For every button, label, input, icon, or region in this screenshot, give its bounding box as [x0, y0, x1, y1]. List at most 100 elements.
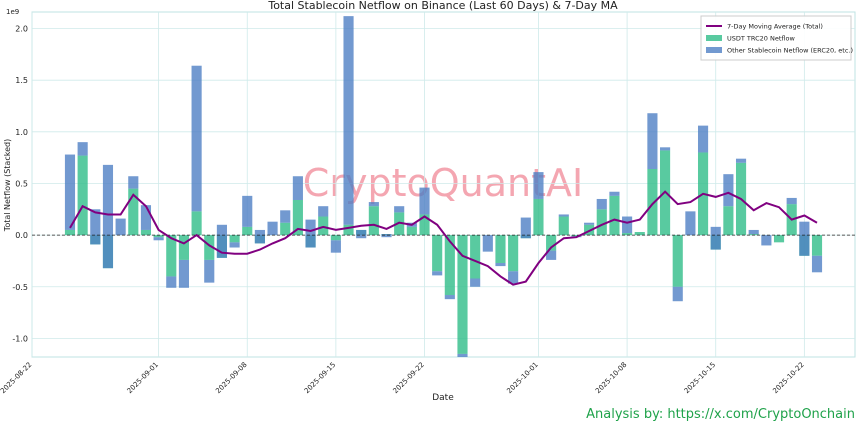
bar [292, 176, 303, 200]
x-tick-label: 2025-09-22 [391, 361, 425, 395]
x-tick-label: 2025-10-08 [594, 361, 628, 395]
bar [773, 235, 785, 243]
bar [571, 235, 582, 237]
bar [533, 198, 544, 236]
bar [166, 235, 177, 277]
bar [406, 226, 417, 236]
bar [77, 155, 88, 236]
y-axis-label: Total Netflow (Stacked) [3, 139, 12, 232]
bar [90, 209, 101, 245]
x-tick-label: 2025-09-01 [126, 361, 160, 395]
bar [685, 211, 696, 236]
y-tick-label: -0.5 [12, 283, 28, 292]
y-tick-label: 0.5 [15, 179, 28, 188]
bar [799, 221, 810, 256]
bar [280, 222, 291, 236]
bar [470, 235, 481, 279]
bar [229, 242, 240, 248]
y-tick-label: 2.0 [15, 25, 28, 34]
bar [419, 187, 430, 215]
bar [115, 218, 126, 236]
bar [356, 229, 367, 239]
bar [432, 235, 443, 272]
bar [318, 206, 329, 217]
bar [609, 195, 620, 236]
bar [482, 235, 493, 252]
bar [457, 353, 468, 357]
bar [178, 235, 190, 260]
bar [128, 176, 139, 189]
bar [191, 65, 202, 212]
bar [735, 158, 747, 163]
bar [254, 229, 265, 244]
bar [216, 224, 227, 258]
bar [318, 216, 329, 236]
ma-line [69, 190, 818, 286]
bar [381, 234, 392, 238]
bar [811, 255, 823, 273]
bar [432, 271, 443, 276]
bar [153, 235, 164, 238]
bar [330, 235, 341, 241]
bar [558, 216, 569, 236]
bar [242, 226, 253, 236]
bar [305, 219, 316, 248]
y-tick-label: -1.0 [12, 334, 28, 343]
bar [622, 216, 633, 234]
bar [533, 172, 544, 199]
bar [495, 263, 506, 267]
bar [419, 214, 430, 236]
bar [64, 154, 76, 230]
bar [330, 240, 341, 253]
chart-title: Total Stablecoin Netflow on Binance (Las… [267, 0, 618, 12]
legend-label: 7-Day Moving Average (Total) [727, 23, 823, 31]
bar [660, 147, 671, 151]
bar [546, 250, 557, 260]
x-tick-label: 2025-10-01 [505, 361, 539, 395]
bar [558, 214, 569, 217]
bar [140, 205, 152, 230]
bar [368, 202, 379, 207]
bar [508, 271, 519, 284]
bar [723, 206, 734, 236]
bar [470, 278, 481, 287]
y-tick-label: 1.5 [15, 76, 28, 85]
bar [140, 229, 152, 236]
bar [64, 229, 76, 236]
bar [596, 209, 607, 236]
bar [280, 210, 291, 223]
bar [622, 233, 633, 236]
bar [128, 188, 139, 236]
legend-label: USDT TRC20 Netflow [727, 35, 795, 43]
y-tick-label: 1.0 [15, 128, 28, 137]
bar [166, 276, 177, 288]
y-tick-label: 0.0 [15, 231, 28, 240]
x-tick-label: 2025-10-15 [683, 361, 717, 395]
bar [672, 286, 683, 302]
bar [647, 169, 658, 236]
x-tick-label: 2025-08-22 [0, 361, 33, 395]
bar [292, 199, 303, 236]
bar [811, 235, 823, 256]
y-offset-label: 1e9 [6, 8, 19, 16]
bar [697, 125, 709, 153]
bar [178, 259, 190, 288]
legend-label: Other Stablecoin Netflow (ERC20, etc.) [727, 47, 853, 55]
bar [444, 295, 455, 300]
bar [394, 206, 405, 213]
bar [634, 232, 645, 236]
bar [723, 174, 734, 207]
bar [102, 164, 114, 269]
x-axis-label: Date [432, 393, 454, 403]
bar [786, 197, 797, 205]
legend: 7-Day Moving Average (Total) USDT TRC20 N… [700, 15, 853, 61]
bar [520, 217, 531, 239]
bar [457, 235, 468, 354]
bar [343, 224, 354, 236]
bar [444, 235, 455, 296]
bar [229, 235, 240, 243]
bar [343, 16, 354, 225]
bar [546, 235, 557, 251]
bar [191, 211, 202, 236]
